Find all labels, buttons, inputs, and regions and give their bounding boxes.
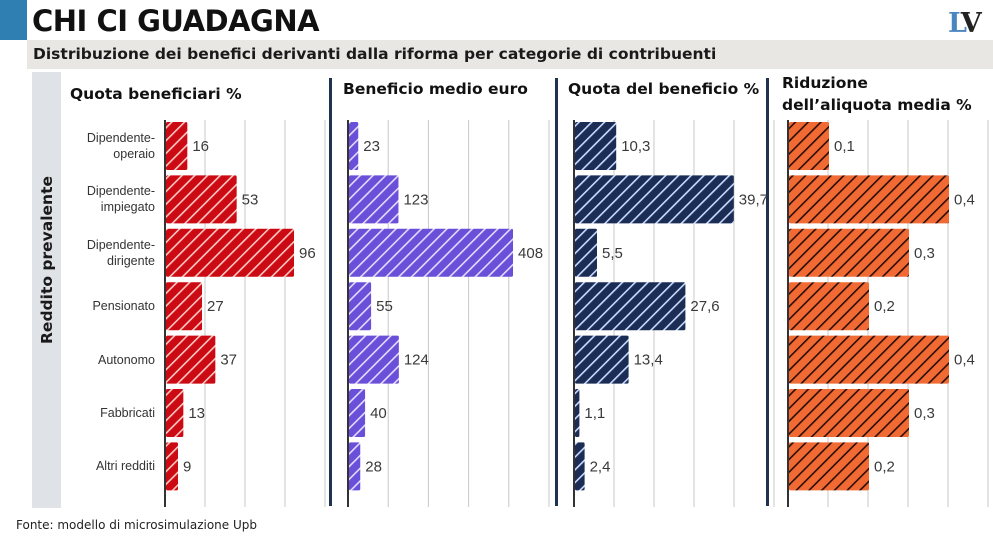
panel-title-line-1: Riduzione (782, 74, 868, 92)
bar-beneficio-medio (349, 282, 372, 331)
side-band (32, 72, 61, 508)
bar-quota-beneficiari (166, 282, 202, 331)
source-note: Fonte: modello di microsimulazione Upb (16, 518, 257, 532)
value-label-quota-beneficio: 13,4 (634, 352, 663, 369)
bar-beneficio-medio (349, 122, 359, 170)
value-label-beneficio-medio: 123 (403, 191, 428, 208)
value-label-riduzione-aliquota: 0,3 (914, 245, 935, 262)
value-label-quota-beneficio: 10,3 (621, 138, 650, 155)
category-label: Fabbricati (100, 406, 155, 420)
value-label-quota-beneficio: 27,6 (690, 298, 719, 315)
value-label-quota-beneficio: 1,1 (584, 405, 605, 422)
bar-beneficio-medio (349, 389, 366, 437)
value-label-riduzione-aliquota: 0,4 (954, 191, 975, 208)
value-label-quota-beneficiari: 13 (188, 405, 205, 422)
logo-l: L (948, 8, 964, 39)
bar-riduzione-aliquota (789, 389, 909, 437)
panel-title-quota-beneficio: Quota del beneficio % (568, 80, 760, 98)
bar-quota-beneficio (575, 282, 686, 331)
value-label-beneficio-medio: 23 (363, 138, 380, 155)
value-label-quota-beneficio: 5,5 (602, 245, 623, 262)
value-label-quota-beneficiari: 9 (183, 458, 191, 475)
subtitle-bar (27, 40, 993, 69)
logo-v: V (960, 8, 982, 39)
panel-divider-1 (329, 78, 332, 506)
value-label-riduzione-aliquota: 0,1 (834, 138, 855, 155)
panel-divider-2 (555, 78, 558, 506)
bar-quota-beneficiari (166, 175, 237, 224)
bar-quota-beneficio (575, 389, 580, 437)
accent-block (0, 0, 27, 40)
panel-title-riduzione-aliquota: Riduzione dell’aliquota media % (782, 72, 972, 116)
panel-title-beneficio-medio: Beneficio medio euro (343, 80, 528, 98)
bar-riduzione-aliquota (789, 228, 909, 277)
category-label: Dipendente-impiegato (86, 184, 155, 215)
value-label-riduzione-aliquota: 0,4 (954, 352, 975, 369)
panel-divider-3 (766, 78, 769, 506)
value-label-quota-beneficiari: 27 (207, 298, 224, 315)
bar-quota-beneficio (575, 442, 585, 491)
bar-riduzione-aliquota (789, 282, 869, 331)
value-label-quota-beneficio: 2,4 (590, 458, 611, 475)
panel-title-quota-beneficiari: Quota beneficiari % (70, 85, 242, 103)
category-label: Altri redditi (95, 459, 155, 474)
bar-quota-beneficio (575, 228, 597, 277)
value-label-quota-beneficio: 39,7 (739, 191, 768, 208)
category-label: Dipendente-dirigente (86, 237, 155, 268)
bar-riduzione-aliquota (789, 175, 949, 224)
bar-beneficio-medio (349, 335, 399, 384)
bar-beneficio-medio (349, 228, 514, 277)
page-title: CHI CI GUADAGNA (32, 4, 320, 38)
value-label-beneficio-medio: 55 (376, 298, 393, 315)
category-label: Pensionato (92, 299, 155, 314)
logo: LV (948, 8, 982, 39)
category-label: Autonomo (98, 352, 155, 367)
value-label-beneficio-medio: 124 (404, 352, 429, 369)
panel-title-line-2: dell’aliquota media % (782, 96, 972, 114)
bar-quota-beneficiari (166, 389, 184, 437)
value-label-riduzione-aliquota: 0,2 (874, 458, 895, 475)
bar-quota-beneficio (575, 175, 734, 224)
value-label-quota-beneficiari: 96 (299, 245, 316, 262)
bar-riduzione-aliquota (789, 442, 869, 491)
value-label-beneficio-medio: 40 (370, 405, 387, 422)
subtitle: Distribuzione dei benefici derivanti dal… (33, 45, 717, 63)
bar-quota-beneficio (575, 335, 629, 384)
bar-quota-beneficiari (166, 122, 188, 170)
bar-riduzione-aliquota (789, 122, 829, 170)
value-label-quota-beneficiari: 53 (242, 191, 259, 208)
value-label-riduzione-aliquota: 0,2 (874, 298, 895, 315)
bar-quota-beneficiari (166, 228, 294, 277)
value-label-riduzione-aliquota: 0,3 (914, 405, 935, 422)
bar-beneficio-medio (349, 442, 361, 491)
value-label-quota-beneficiari: 37 (220, 352, 237, 369)
bar-quota-beneficiari (166, 442, 178, 491)
bar-quota-beneficio (575, 122, 617, 170)
category-label: Dipendente-operaio (86, 131, 155, 161)
value-label-quota-beneficiari: 16 (192, 138, 209, 155)
value-label-beneficio-medio: 408 (518, 245, 543, 262)
bar-quota-beneficiari (166, 335, 216, 384)
value-label-beneficio-medio: 28 (365, 458, 382, 475)
bar-beneficio-medio (349, 175, 399, 224)
bar-riduzione-aliquota (789, 335, 949, 384)
